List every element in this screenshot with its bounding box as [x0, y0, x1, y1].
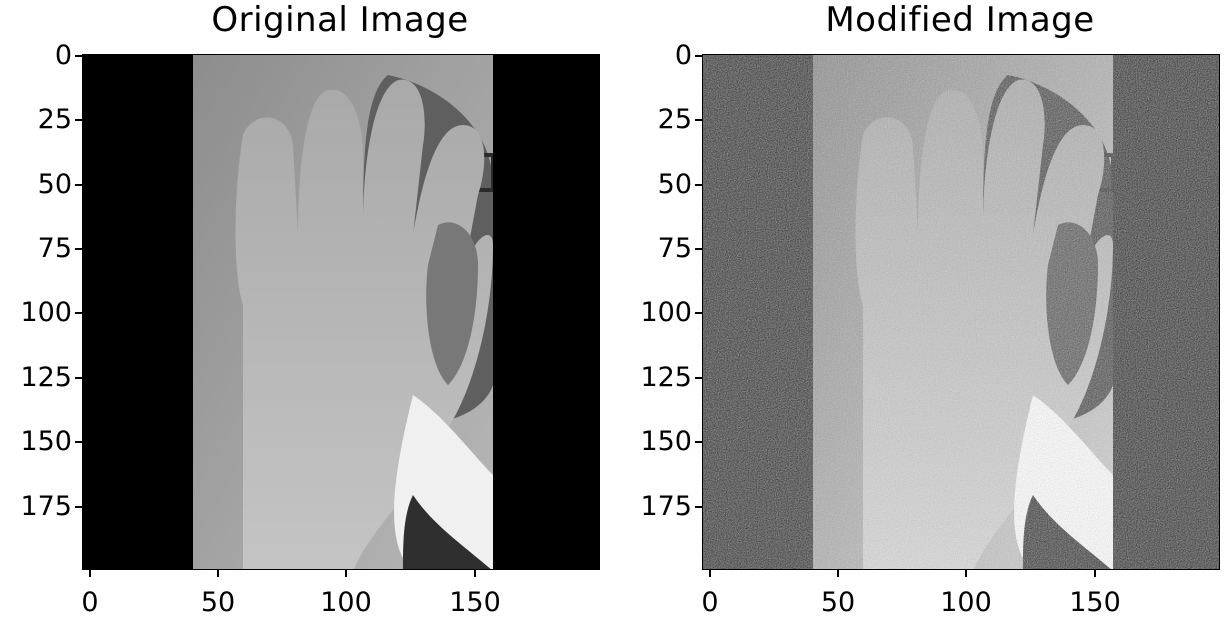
- hand-photo-illustration: [83, 55, 599, 569]
- panel-title: Modified Image: [825, 0, 1095, 40]
- y-tick-label: 25: [37, 104, 83, 135]
- panel-title: Original Image: [211, 0, 469, 40]
- y-tick-label: 125: [640, 362, 702, 393]
- y-tick-label: 175: [20, 491, 82, 522]
- noisy-hand-photo-illustration: [703, 55, 1219, 569]
- x-tick-label: 100: [306, 570, 386, 618]
- modified-image-panel: Modified Image 0 25 50 75 100 125 150 17…: [620, 0, 1220, 620]
- y-tick-label: 75: [37, 233, 83, 264]
- y-tick-label: 75: [657, 233, 703, 264]
- x-tick-label: 150: [1055, 570, 1135, 618]
- x-tick-label: 0: [50, 570, 130, 618]
- modified-image: [702, 54, 1220, 570]
- y-tick-label: 50: [37, 169, 83, 200]
- y-tick-label: 100: [20, 297, 82, 328]
- y-tick-label: 150: [20, 426, 82, 457]
- x-tick-label: 50: [178, 570, 258, 618]
- x-tick-label: 150: [435, 570, 515, 618]
- original-image-panel: Original Image 0 25 50 75 100 125 150 17…: [0, 0, 600, 620]
- x-tick-label: 50: [798, 570, 878, 618]
- y-tick-label: 25: [657, 104, 703, 135]
- y-tick-label: 0: [54, 40, 83, 71]
- y-tick-label: 150: [640, 426, 702, 457]
- x-tick-label: 0: [670, 570, 750, 618]
- y-tick-label: 0: [674, 40, 703, 71]
- original-image: [82, 54, 600, 570]
- y-tick-label: 100: [640, 297, 702, 328]
- y-tick-label: 50: [657, 169, 703, 200]
- y-tick-label: 125: [20, 362, 82, 393]
- x-tick-label: 100: [926, 570, 1006, 618]
- y-tick-label: 175: [640, 491, 702, 522]
